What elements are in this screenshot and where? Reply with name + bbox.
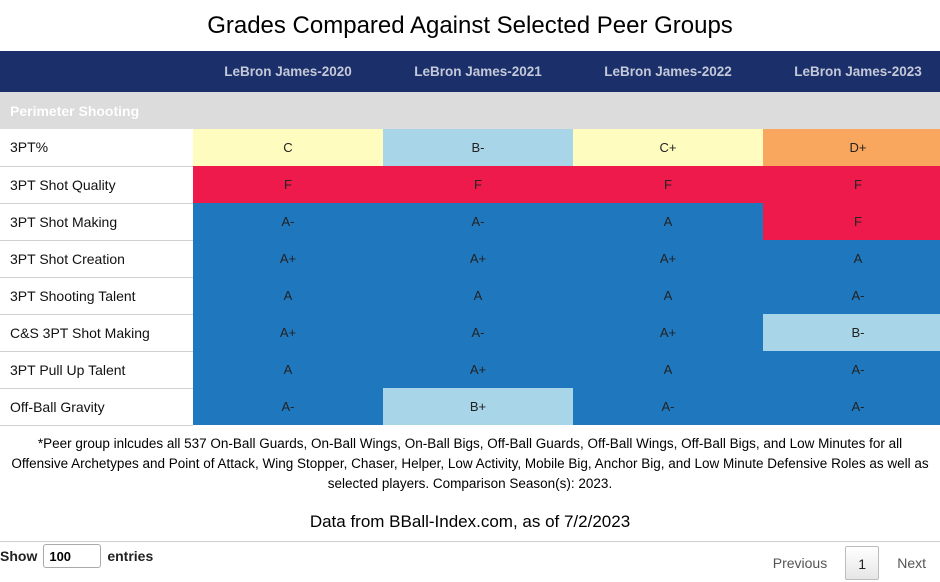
grade-cell: A- — [573, 388, 763, 425]
footnote: *Peer group inlcudes all 537 On-Ball Gua… — [0, 434, 940, 494]
next-button[interactable]: Next — [897, 555, 926, 571]
page-title: Grades Compared Against Selected Peer Gr… — [207, 12, 733, 39]
grade-cell: A — [383, 277, 573, 314]
grade-cell: A+ — [193, 240, 383, 277]
table-row: C&S 3PT Shot Making A+ A- A+ B- — [0, 314, 940, 352]
column-header-2022[interactable]: LeBron James-2022 — [604, 64, 732, 79]
grade-cell: F — [193, 166, 383, 203]
grade-cell: C+ — [573, 129, 763, 166]
section-label: Perimeter Shooting — [10, 102, 140, 119]
grade-cell: A+ — [383, 240, 573, 277]
table-row: 3PT% C B- C+ D+ — [0, 129, 940, 167]
metric-label: 3PT Shot Quality — [0, 166, 193, 204]
table-row: 3PT Shooting Talent A A A A- — [0, 277, 940, 315]
grade-cell: A+ — [193, 314, 383, 351]
grade-cell: A- — [763, 351, 940, 388]
footnote-line: selected players. Comparison Season(s): … — [327, 476, 613, 491]
divider — [0, 541, 940, 542]
column-header-metric[interactable] — [0, 51, 193, 92]
show-label: Show — [0, 548, 38, 564]
grade-cell: A- — [383, 203, 573, 240]
grade-cell: F — [383, 166, 573, 203]
grade-cell: A — [763, 240, 940, 277]
grade-cell: C — [193, 129, 383, 166]
grade-cell: A- — [763, 277, 940, 314]
pagination: Previous 1 Next — [759, 546, 940, 580]
grade-cell: B- — [763, 314, 940, 351]
metric-label: C&S 3PT Shot Making — [0, 314, 193, 352]
entries-input[interactable] — [43, 544, 102, 568]
table-row: 3PT Shot Quality F F F F — [0, 166, 940, 204]
previous-button[interactable]: Previous — [772, 555, 828, 571]
metric-label: 3PT Shooting Talent — [0, 277, 193, 315]
entries-label: entries — [107, 548, 154, 564]
grade-cell: F — [763, 203, 940, 240]
table-row: 3PT Shot Creation A+ A+ A+ A — [0, 240, 940, 278]
footnote-line: Offensive Archetypes and Point of Attack… — [11, 456, 929, 471]
grade-cell: A — [573, 203, 763, 240]
grade-cell: A+ — [573, 314, 763, 351]
grade-cell: A- — [193, 203, 383, 240]
grade-cell: F — [763, 166, 940, 203]
grade-cell: A+ — [573, 240, 763, 277]
grade-cell: A — [193, 351, 383, 388]
grade-cell: A — [193, 277, 383, 314]
metric-label: 3PT Pull Up Talent — [0, 351, 193, 389]
grade-cell: A- — [383, 314, 573, 351]
data-source: Data from BBall-Index.com, as of 7/2/202… — [309, 512, 631, 531]
page-1-button[interactable]: 1 — [845, 546, 880, 580]
grades-table: LeBron James-2020 LeBron James-2021 LeBr… — [0, 51, 940, 426]
grade-cell: A — [573, 277, 763, 314]
grade-cell: D+ — [763, 129, 940, 166]
footnote-line: *Peer group inlcudes all 537 On-Ball Gua… — [37, 436, 903, 451]
column-header-2023[interactable]: LeBron James-2023 — [794, 64, 922, 79]
column-header-2020[interactable]: LeBron James-2020 — [224, 64, 352, 79]
table-row: 3PT Pull Up Talent A A+ A A- — [0, 351, 940, 389]
table-row: 3PT Shot Making A- A- A F — [0, 203, 940, 241]
table-row: Off-Ball Gravity A- B+ A- A- — [0, 388, 940, 426]
column-header-2021[interactable]: LeBron James-2021 — [414, 64, 542, 79]
section-row: Perimeter Shooting — [0, 92, 940, 129]
grade-cell: B+ — [383, 388, 573, 425]
metric-label: 3PT% — [0, 129, 193, 167]
metric-label: 3PT Shot Making — [0, 203, 193, 241]
grade-cell: A- — [193, 388, 383, 425]
table-header-row: LeBron James-2020 LeBron James-2021 LeBr… — [0, 51, 940, 92]
grade-cell: A- — [763, 388, 940, 425]
grade-cell: B- — [383, 129, 573, 166]
metric-label: Off-Ball Gravity — [0, 388, 193, 426]
grade-cell: A — [573, 351, 763, 388]
show-entries-control: Show entries — [0, 542, 153, 570]
metric-label: 3PT Shot Creation — [0, 240, 193, 278]
grade-cell: F — [573, 166, 763, 203]
grade-cell: A+ — [383, 351, 573, 388]
